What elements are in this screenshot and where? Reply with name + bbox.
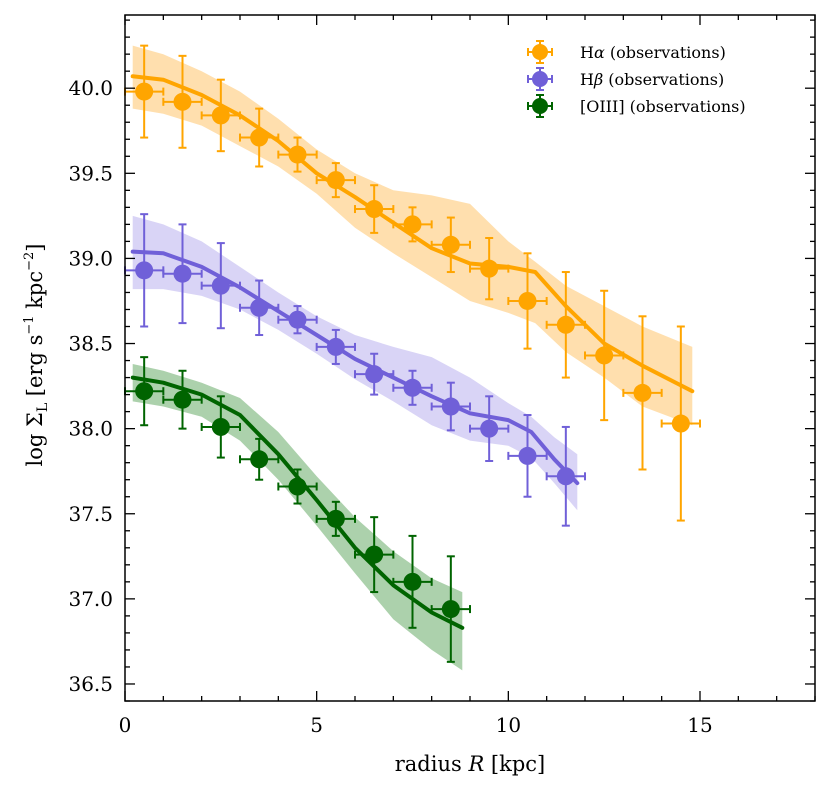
h-marker: [518, 291, 537, 310]
oiii-point: [315, 500, 356, 537]
h-marker: [288, 145, 307, 164]
x-tick-label: 15: [687, 713, 712, 737]
h-point: [239, 107, 280, 168]
h-marker: [288, 310, 307, 329]
h-marker: [135, 82, 154, 101]
h-point: [162, 54, 203, 149]
axes: 0 5 10 15 36.5 37.0 37.5 38.0 38.5 39.0 39.5 40.0: [68, 14, 816, 737]
oiii-band: [132, 364, 463, 671]
h-marker: [173, 264, 192, 283]
legend-entry: [OIII] (observations): [527, 94, 746, 118]
h-point: [392, 206, 433, 243]
oiii-marker: [365, 545, 384, 564]
h-marker: [633, 383, 652, 402]
h-point: [430, 381, 471, 432]
h-marker: [365, 365, 384, 384]
h-point: [469, 395, 510, 462]
x-tick-label: 0: [119, 713, 132, 737]
h-point: [584, 289, 625, 422]
h-point: [545, 271, 586, 379]
h-point: [200, 242, 241, 330]
h-marker: [403, 215, 422, 234]
legend-marker: [532, 98, 548, 114]
legend-entry: Hβ (observations): [527, 67, 724, 91]
h-point: [162, 223, 203, 325]
y-tick-label: 36.5: [68, 672, 113, 696]
h-marker: [595, 346, 614, 365]
y-tick-label: 38.5: [68, 332, 113, 356]
h-marker: [135, 261, 154, 280]
h-marker: [480, 419, 499, 438]
x-tick-label: 5: [310, 713, 323, 737]
h-marker: [480, 259, 499, 278]
h-point: [354, 184, 395, 234]
oiii-marker: [403, 572, 422, 591]
x-axis-title: radius R [kpc]: [395, 752, 546, 776]
y-tick-label: 37.0: [68, 587, 113, 611]
h-point: [392, 369, 433, 406]
oiii-point: [162, 369, 203, 430]
h-marker: [326, 171, 345, 190]
oiii-point: [430, 555, 471, 663]
legend-marker: [532, 44, 548, 60]
h-point: [277, 305, 318, 335]
oiii-marker: [173, 390, 192, 409]
legend: Hα (observations) Hβ (observations) [OIII]…: [527, 40, 746, 118]
h-point: [507, 414, 548, 498]
h-point: [277, 136, 318, 173]
h-marker: [211, 276, 230, 295]
h-point: [622, 315, 663, 471]
h-marker: [250, 128, 269, 147]
oiii-point: [239, 437, 280, 481]
h-marker: [173, 92, 192, 111]
h-marker: [671, 414, 690, 433]
data-points: [124, 44, 701, 663]
oiii-marker: [250, 450, 269, 469]
oiii-point: [277, 468, 318, 505]
h-marker: [326, 337, 345, 356]
y-tick-label: 39.5: [68, 161, 113, 185]
oiii-point: [354, 516, 395, 594]
x-tick-label: 10: [496, 713, 521, 737]
h-point: [545, 425, 586, 527]
y-tick-label: 38.0: [68, 417, 113, 441]
legend-entry: Hα (observations): [527, 40, 726, 64]
h-marker: [250, 298, 269, 317]
h-marker: [556, 315, 575, 334]
h-marker: [441, 397, 460, 416]
legend-marker: [532, 71, 548, 87]
h-point: [200, 78, 241, 153]
oiii-point: [392, 534, 433, 629]
oiii-marker: [135, 382, 154, 401]
h-point: [469, 236, 510, 301]
oiii-marker: [326, 509, 345, 528]
h-marker: [518, 446, 537, 465]
oiii-marker: [288, 477, 307, 496]
h-point: [354, 352, 395, 396]
h-point: [239, 279, 280, 337]
oiii-point: [200, 395, 241, 459]
y-tick-label: 39.0: [68, 246, 113, 270]
oiii-marker: [441, 600, 460, 619]
h-point: [660, 325, 701, 522]
h-point: [124, 213, 165, 328]
h-marker: [211, 106, 230, 125]
y-tick-label: 40.0: [68, 76, 113, 100]
h-point: [507, 252, 548, 350]
h-point: [430, 216, 471, 274]
h-marker: [365, 200, 384, 219]
h-point: [315, 328, 356, 365]
h-marker: [556, 467, 575, 486]
oiii-marker: [211, 417, 230, 436]
y-axis-title: log ΣL [erg s−1 kpc−2]: [22, 243, 51, 466]
h-point: [315, 162, 356, 199]
y-tick-label: 37.5: [68, 502, 113, 526]
h-marker: [403, 378, 422, 397]
legend-label: Hβ (observations): [580, 70, 724, 89]
h-marker: [441, 235, 460, 254]
legend-label: Hα (observations): [580, 43, 726, 62]
oiii-point: [124, 356, 165, 427]
legend-label: [OIII] (observations): [580, 97, 746, 116]
